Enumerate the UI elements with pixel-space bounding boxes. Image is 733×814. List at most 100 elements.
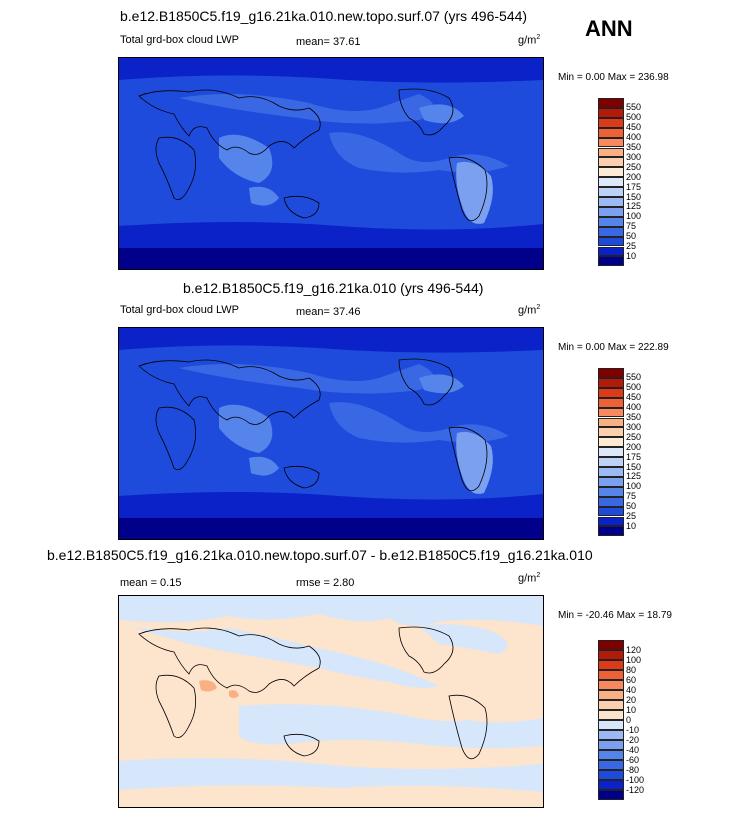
- colorbar-tick-label: 175: [626, 451, 642, 462]
- panel-2-arctic-band: [119, 328, 543, 353]
- panel-1-maritime-region: [249, 186, 279, 206]
- panel-3-north-band: [119, 596, 543, 626]
- colorbar-box: [598, 197, 624, 207]
- colorbar-tick-label: 250: [626, 161, 642, 172]
- panel-2-contour-plot: [119, 328, 543, 539]
- panel-3-map: [118, 595, 544, 808]
- colorbar-tick-label: 450: [626, 392, 642, 403]
- colorbar-box: [598, 640, 624, 650]
- colorbar-tick-label: 300: [626, 151, 642, 162]
- panel-2-africa-outline: [155, 406, 197, 471]
- colorbar-tick-label: 40: [626, 684, 637, 695]
- colorbar-box: [598, 107, 624, 118]
- colorbar-tick-label: 550: [626, 372, 642, 383]
- colorbar-tick-label: 50: [626, 231, 637, 242]
- panel-1-mean: mean= 37.61: [296, 36, 361, 48]
- panel-2-india-region: [219, 404, 273, 453]
- colorbar-tick-label: -80: [626, 764, 640, 775]
- panel-2-minmax: Min = 0.00 Max = 222.89: [558, 342, 669, 353]
- colorbar-box: [598, 407, 624, 418]
- colorbar-box: [598, 457, 624, 467]
- panel-1-variable: Total grd-box cloud LWP: [120, 34, 240, 46]
- panel-1-india-region: [219, 134, 273, 183]
- colorbar-tick-label: 200: [626, 441, 642, 452]
- panel-3-minmax: Min = -20.46 Max = 18.79: [558, 610, 672, 621]
- colorbar-tick-label: 10: [626, 250, 637, 261]
- colorbar-box: [598, 427, 624, 438]
- colorbar-tick-label: 75: [626, 491, 637, 502]
- colorbar-box: [598, 700, 624, 710]
- panel-2-australia-outline: [283, 465, 320, 489]
- colorbar-tick-label: -40: [626, 744, 640, 755]
- colorbar-box: [598, 447, 624, 458]
- colorbar-box: [598, 437, 624, 448]
- panel-2-variable: Total grd-box cloud LWP: [120, 304, 240, 316]
- colorbar-tick-label: 25: [626, 241, 637, 251]
- colorbar-tick-label: 50: [626, 501, 637, 512]
- panel-1-units: g/m2: [518, 34, 541, 47]
- colorbar-tick-label: 0: [626, 714, 632, 725]
- panel-1-samerica-region: [456, 161, 493, 224]
- colorbar-tick-label: 400: [626, 132, 642, 143]
- colorbar-tick-label: 125: [626, 471, 642, 482]
- colorbar-tick-label: 400: [626, 402, 642, 413]
- colorbar-box: [598, 790, 624, 800]
- colorbar-box: [598, 467, 624, 477]
- colorbar-box: [598, 740, 624, 750]
- panel-1-samerica-outline: [448, 156, 488, 222]
- colorbar-tick-label: -10: [626, 724, 640, 735]
- colorbar-box: [598, 650, 624, 660]
- colorbar-tick-label: -20: [626, 734, 640, 745]
- colorbar-box: [598, 690, 624, 700]
- panel-3-contour-plot: [119, 596, 543, 807]
- colorbar-box: [598, 770, 624, 780]
- colorbar-box: [598, 720, 624, 730]
- colorbar-tick-label: 25: [626, 511, 637, 521]
- panel-2-units: g/m2: [518, 304, 541, 317]
- colorbar-box: [598, 117, 624, 128]
- colorbar-tick-label: 150: [626, 191, 642, 202]
- colorbar-tick-label: 80: [626, 664, 637, 675]
- panel-3-mean: mean = 0.15: [120, 577, 182, 589]
- colorbar-box: [598, 397, 624, 408]
- panel-2-samerica-region: [456, 431, 493, 494]
- colorbar-tick-label: 350: [626, 142, 642, 152]
- colorbar-box: [598, 496, 624, 507]
- panel-3-africa-outline: [155, 674, 197, 739]
- colorbar-tick-label: 175: [626, 181, 642, 192]
- panel-3-pacific-band: [129, 626, 439, 688]
- colorbar-box: [598, 236, 624, 247]
- colorbar-tick-label: 100: [626, 654, 642, 665]
- panel-3-eurasia-outline: [138, 627, 321, 693]
- colorbar-box: [598, 216, 624, 227]
- panel-3-australia-outline: [283, 733, 320, 757]
- colorbar-tick-label: 300: [626, 421, 642, 432]
- panel-1-africa-outline: [155, 136, 197, 201]
- panel-1-title: b.e12.B1850C5.f19_g16.21ka.010.new.topo.…: [120, 8, 528, 24]
- colorbar-box: [598, 226, 624, 237]
- colorbar-tick-label: 150: [626, 461, 642, 472]
- panel-1-minmax: Min = 0.00 Max = 236.98: [558, 72, 669, 83]
- colorbar-box: [598, 516, 624, 527]
- colorbar-box: [598, 246, 624, 257]
- panel-2-title: b.e12.B1850C5.f19_g16.21ka.010 (yrs 496-…: [183, 280, 484, 296]
- panel-1-coastlines: [138, 88, 488, 222]
- panel-2-map: [118, 327, 544, 540]
- colorbar-box: [598, 368, 624, 378]
- panel-3-tropical-band: [239, 704, 543, 749]
- panel-1-colorbar: 550 500 450 400 350 300 250 200 175 150 125 100 75 50…: [598, 98, 658, 267]
- panel-3-units: g/m2: [518, 572, 541, 585]
- colorbar-box: [598, 670, 624, 680]
- colorbar-tick-label: 500: [626, 112, 642, 123]
- colorbar-tick-label: -100: [626, 774, 645, 785]
- colorbar-box: [598, 187, 624, 197]
- colorbar-box: [598, 710, 624, 720]
- colorbar-tick-label: 125: [626, 201, 642, 212]
- colorbar-box: [598, 476, 624, 487]
- colorbar-tick-label: 10: [626, 520, 637, 531]
- colorbar-tick-label: 450: [626, 122, 642, 133]
- colorbar-box: [598, 157, 624, 168]
- panel-1-map: [118, 57, 544, 270]
- colorbar-box: [598, 206, 624, 217]
- panel-3-warm-spot-1: [199, 680, 217, 692]
